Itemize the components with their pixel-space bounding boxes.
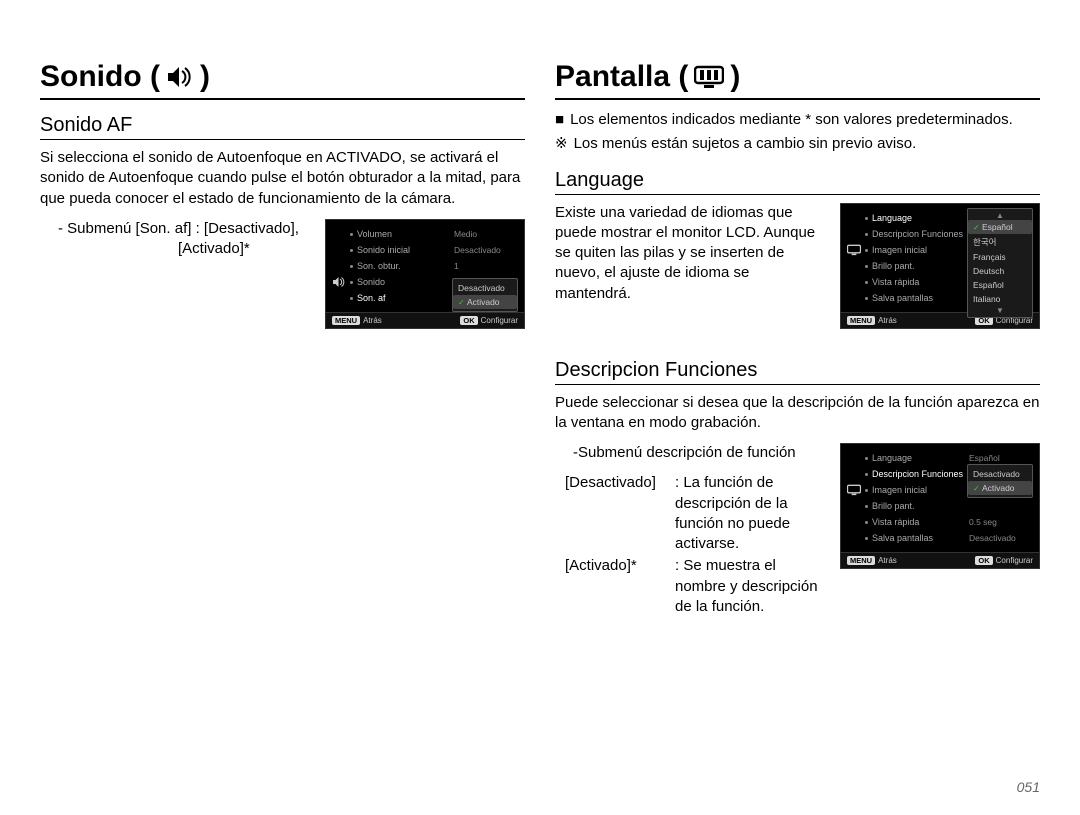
note2-bullet: ※ bbox=[555, 134, 568, 154]
lcd-row-value: 0.5 seg bbox=[967, 517, 1035, 527]
lcd-option: Activado bbox=[968, 481, 1032, 495]
lcd-option: Desactivado bbox=[968, 467, 1032, 481]
lcd-menu-row: Vista rápida0.5 seg bbox=[845, 514, 1035, 530]
lcd-row-value: Español bbox=[967, 453, 1035, 463]
pantalla-title: Pantalla ( bbox=[555, 60, 688, 94]
right-column: Pantalla ( ) ■ Los elementos indicados me… bbox=[555, 60, 1040, 619]
lcd-footer-ok: OKConfigurar bbox=[460, 316, 518, 325]
lcd-footer-back: MENUAtrás bbox=[847, 556, 897, 565]
func-option-val: : La función de descripción de la funció… bbox=[675, 473, 824, 554]
lcd-menu-row: Son. obtur.1 bbox=[330, 258, 520, 274]
note2: Los menús están sujetos a cambio sin pre… bbox=[574, 134, 917, 154]
lcd-footer-back: MENUAtrás bbox=[332, 316, 382, 325]
sonido-title-close: ) bbox=[200, 60, 210, 94]
sonido-title: Sonido ( bbox=[40, 60, 160, 94]
page-number: 051 bbox=[1017, 779, 1040, 795]
lcd-row-label: Imagen inicial bbox=[863, 245, 967, 255]
display-icon bbox=[694, 65, 724, 89]
sonido-submenu-line2: [Activado]* bbox=[58, 239, 305, 259]
lcd-row-value: Desactivado bbox=[967, 533, 1035, 543]
left-column: Sonido ( ) Sonido AF Si selecciona el so… bbox=[40, 60, 525, 619]
pantalla-heading: Pantalla ( ) bbox=[555, 60, 1040, 100]
func-sub-heading: -Submenú descripción de función bbox=[555, 443, 824, 463]
lcd-row-value: Desactivado bbox=[452, 245, 520, 255]
func-table: [Desactivado]: La función de descripción… bbox=[555, 473, 824, 617]
lcd-row-label: Salva pantallas bbox=[863, 293, 967, 303]
lcd-row-label: Vista rápida bbox=[863, 277, 967, 287]
note1-bullet: ■ bbox=[555, 110, 564, 130]
pantalla-title-close: ) bbox=[730, 60, 740, 94]
lcd-menu-row: Salva pantallasDesactivado bbox=[845, 530, 1035, 546]
lcd-func: LanguageEspañolDescripcion Funciones Imag… bbox=[840, 443, 1040, 569]
language-body: Existe una variedad de idiomas que puede… bbox=[555, 203, 824, 304]
note1: Los elementos indicados mediante * son v… bbox=[570, 110, 1013, 130]
lcd-sound: VolumenMedioSonido inicialDesactivadoSon… bbox=[325, 219, 525, 329]
lcd-option-popup: ▲Español한국어FrançaisDeutschEspañolItalian… bbox=[967, 208, 1033, 318]
lcd-row-label: Brillo pant. bbox=[863, 261, 967, 271]
lcd-row-icon bbox=[845, 484, 863, 496]
lcd-menu-row: VolumenMedio bbox=[330, 226, 520, 242]
func-option-val: : Se muestra el nombre y descripción de … bbox=[675, 556, 824, 617]
language-heading: Language bbox=[555, 169, 1040, 195]
lcd-row-label: Language bbox=[863, 213, 967, 223]
lcd-option: 한국어 bbox=[968, 234, 1032, 250]
lcd-row-label: Descripcion Funciones bbox=[863, 469, 967, 479]
lcd-option: Desactivado bbox=[453, 281, 517, 295]
lcd-row-label: Vista rápida bbox=[863, 517, 967, 527]
func-heading: Descripcion Funciones bbox=[555, 359, 1040, 385]
lcd-footer-back: MENUAtrás bbox=[847, 316, 897, 325]
lcd-language: Language Descripcion Funciones Imagen inic… bbox=[840, 203, 1040, 329]
lcd-row-icon bbox=[845, 244, 863, 256]
lcd-footer-ok: OKConfigurar bbox=[975, 556, 1033, 565]
func-row: [Desactivado]: La función de descripción… bbox=[555, 473, 824, 554]
lcd-footer: MENUAtrás OKConfigurar bbox=[841, 552, 1039, 568]
lcd-option: Español bbox=[968, 278, 1032, 292]
lcd-option: Activado bbox=[453, 295, 517, 309]
lcd-row-value: Medio bbox=[452, 229, 520, 239]
lcd-row-label: Descripcion Funciones bbox=[863, 229, 967, 239]
lcd-row-label: Language bbox=[863, 453, 967, 463]
lcd-option: Español bbox=[968, 220, 1032, 234]
lcd-row-label: Imagen inicial bbox=[863, 485, 967, 495]
lcd-option: Français bbox=[968, 250, 1032, 264]
sonido-af-body: Si selecciona el sonido de Autoenfoque e… bbox=[40, 148, 525, 209]
lcd-menu-row: Brillo pant. bbox=[845, 498, 1035, 514]
lcd-row-value: 1 bbox=[452, 261, 520, 271]
lcd-menu-row: Sonido inicialDesactivado bbox=[330, 242, 520, 258]
func-body: Puede seleccionar si desea que la descri… bbox=[555, 393, 1040, 434]
lcd-row-icon bbox=[330, 275, 348, 289]
lcd-option-popup: DesactivadoActivado bbox=[452, 278, 518, 312]
lcd-row-label: Salva pantallas bbox=[863, 533, 967, 543]
sound-icon bbox=[166, 65, 194, 89]
sonido-submenu-line1: - Submenú [Son. af] : [Desactivado], bbox=[58, 219, 305, 239]
lcd-option-popup: DesactivadoActivado bbox=[967, 464, 1033, 498]
func-option-key: [Activado]* bbox=[555, 556, 675, 617]
notes: ■ Los elementos indicados mediante * son … bbox=[555, 110, 1040, 155]
lcd-row-label: Son. obtur. bbox=[348, 261, 452, 271]
lcd-row-label: Sonido inicial bbox=[348, 245, 452, 255]
lcd-footer: MENUAtrás OKConfigurar bbox=[326, 312, 524, 328]
sonido-heading: Sonido ( ) bbox=[40, 60, 525, 100]
lcd-row-label: Brillo pant. bbox=[863, 501, 967, 511]
lcd-row-label: Son. af bbox=[348, 293, 452, 303]
lcd-option: Deutsch bbox=[968, 264, 1032, 278]
sonido-af-heading: Sonido AF bbox=[40, 114, 525, 140]
func-row: [Activado]*: Se muestra el nombre y desc… bbox=[555, 556, 824, 617]
lcd-row-label: Sonido bbox=[348, 277, 452, 287]
func-option-key: [Desactivado] bbox=[555, 473, 675, 554]
lcd-row-label: Volumen bbox=[348, 229, 452, 239]
lcd-option: Italiano bbox=[968, 292, 1032, 306]
